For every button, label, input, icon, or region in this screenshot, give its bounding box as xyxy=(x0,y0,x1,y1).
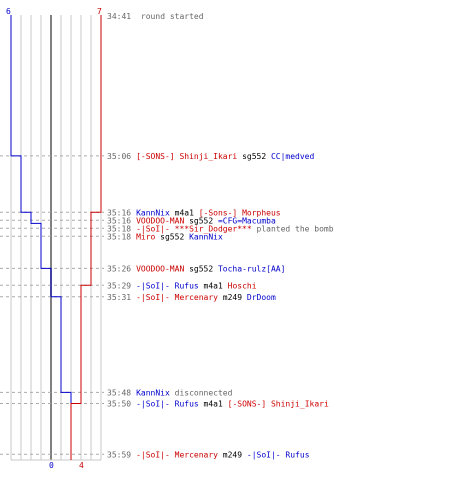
event-text-part: sg552 xyxy=(184,264,218,273)
event-text-part: -|SoI|- Mercenary xyxy=(136,293,218,302)
team-series xyxy=(10,15,102,460)
event-text-part: -|SoI|- Rufus xyxy=(247,450,310,459)
top-left-count: 6 xyxy=(6,7,11,16)
event-row: 35:48 KannNix disconnected xyxy=(107,388,233,397)
event-text-part: -|SoI|- ***Sir_Dodger*** xyxy=(136,224,252,233)
event-time: 35:48 xyxy=(107,388,131,397)
start-time: 34:41 xyxy=(107,12,131,21)
event-text-part: m249 xyxy=(218,293,247,302)
event-row: 35:31 -|SoI|- Mercenary m249 DrDoom xyxy=(107,293,276,302)
event-text-part: m4a1 xyxy=(199,400,228,409)
event-time: 35:59 xyxy=(107,450,131,459)
event-row: 35:29 -|SoI|- Rufus m4a1 Hoschi xyxy=(107,281,257,290)
event-text-part: [-SONS-] Shinji_Ikari xyxy=(228,400,329,409)
event-text-part: VOODOO-MAN xyxy=(136,216,184,225)
event-text-part: KannNix xyxy=(136,208,170,217)
event-time: 35:16 xyxy=(107,208,131,217)
event-text-part: VOODOO-MAN xyxy=(136,264,184,273)
event-text-part: CC|medved xyxy=(271,152,315,161)
event-text-part: Hoschi xyxy=(228,281,257,290)
event-text-part: Tocha-rulz[AA] xyxy=(218,264,285,273)
event-row: 35:26 VOODOO-MAN sg552 Tocha-rulz[AA] xyxy=(107,264,285,273)
event-text-part: -|SoI|- Rufus xyxy=(136,400,199,409)
red-team-line xyxy=(70,15,102,460)
start-time-label: 34:41 round started xyxy=(107,12,204,21)
grid-lines xyxy=(10,15,102,461)
event-time: 35:06 xyxy=(107,152,131,161)
event-text-part: sg552 xyxy=(184,216,218,225)
event-text-part: sg552 xyxy=(155,232,189,241)
event-text-part: [-SONS-] Shinji_Ikari xyxy=(136,152,237,161)
event-text-part: KannNix xyxy=(136,388,170,397)
event-time: 35:16 xyxy=(107,216,131,225)
event-text-part: Miro xyxy=(136,232,155,241)
event-text-part: m4a1 xyxy=(170,208,199,217)
event-time: 35:18 xyxy=(107,232,131,241)
event-row: 35:16 VOODOO-MAN sg552 =CFG=Macumba xyxy=(107,216,276,225)
event-text-part: -|SoI|- Rufus xyxy=(136,281,199,290)
event-time: 35:26 xyxy=(107,264,131,273)
event-text-part: KannNix xyxy=(189,232,223,241)
event-log: 34:41 round started 35:06 [-SONS-] Shinji… xyxy=(107,12,334,459)
event-row: 35:06 [-SONS-] Shinji_Ikari sg552 CC|medv… xyxy=(107,152,315,161)
event-row: 35:18 -|SoI|- ***Sir_Dodger*** planted th… xyxy=(107,224,334,233)
event-text-part: -|SoI|- Mercenary xyxy=(136,450,218,459)
event-text-part: =CFG=Macumba xyxy=(218,216,276,225)
event-row: 35:50 -|SoI|- Rufus m4a1 [-SONS-] Shinji_… xyxy=(107,400,329,409)
event-text-part: m4a1 xyxy=(199,281,228,290)
event-time: 35:18 xyxy=(107,224,131,233)
event-text-part: sg552 xyxy=(237,152,271,161)
event-time: 35:31 xyxy=(107,293,131,302)
event-text-part: m249 xyxy=(218,450,247,459)
event-row: 35:59 -|SoI|- Mercenary m249 -|SoI|- Rufu… xyxy=(107,450,310,459)
event-time: 35:50 xyxy=(107,400,131,409)
bottom-left-count: 0 xyxy=(49,461,54,470)
axis-count-labels: 6 7 0 4 xyxy=(6,7,102,470)
event-row: 35:16 KannNix m4a1 [-Sons-] Morpheus xyxy=(107,208,281,217)
top-right-count: 7 xyxy=(97,7,102,16)
event-time: 35:29 xyxy=(107,281,131,290)
event-row: 35:18 Miro sg552 KannNix xyxy=(107,232,223,241)
start-text: round started xyxy=(141,12,204,21)
blue-team-line xyxy=(10,15,72,460)
event-text-part: DrDoom xyxy=(247,293,276,302)
event-text-part: [-Sons-] Morpheus xyxy=(199,208,281,217)
bottom-right-count: 4 xyxy=(79,461,84,470)
event-text-part: planted the bomb xyxy=(252,224,334,233)
event-text-part: disconnected xyxy=(170,388,233,397)
